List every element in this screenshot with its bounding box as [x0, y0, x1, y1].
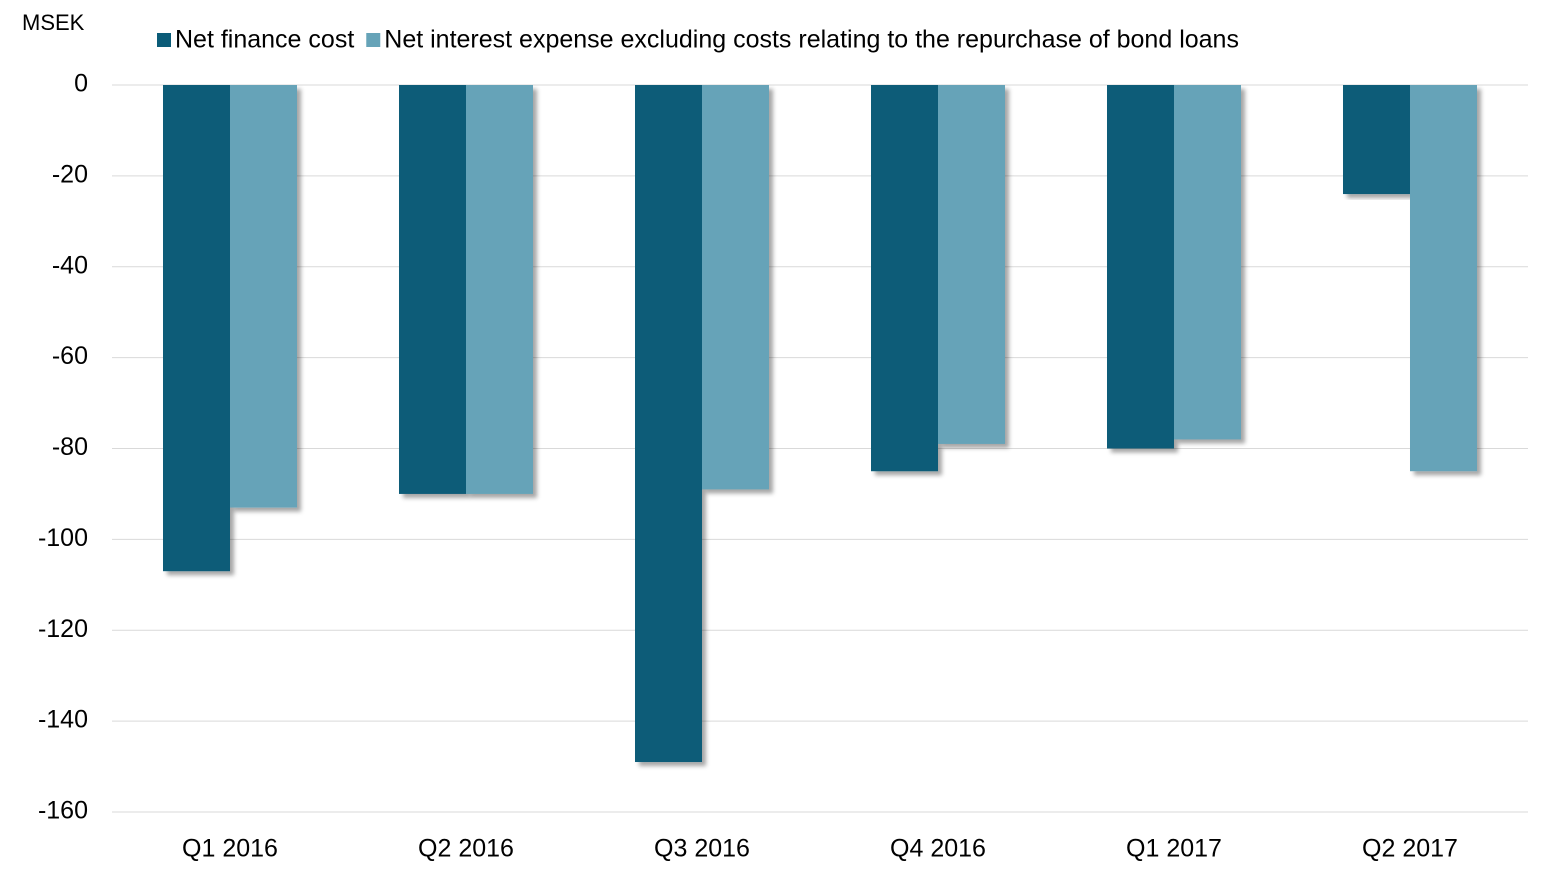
y-axis-label: MSEK — [22, 10, 85, 35]
bar — [938, 85, 1005, 444]
x-tick-label: Q1 2017 — [1126, 835, 1222, 863]
x-tick-label: Q1 2016 — [182, 835, 278, 863]
x-tick-label: Q2 2017 — [1362, 835, 1458, 863]
x-tick-label: Q4 2016 — [890, 835, 986, 863]
y-tick-label: -20 — [52, 160, 88, 188]
x-tick-label: Q3 2016 — [654, 835, 750, 863]
legend-label: Net interest expense excluding costs rel… — [384, 26, 1239, 54]
y-tick-label: -40 — [52, 251, 88, 279]
bar — [871, 85, 938, 472]
y-tick-label: -140 — [38, 706, 88, 734]
bar — [1410, 85, 1477, 472]
legend-swatch — [366, 33, 381, 47]
bar — [1107, 85, 1174, 449]
legend-swatch — [157, 33, 171, 47]
bar — [635, 85, 702, 763]
bar — [230, 85, 297, 508]
bar — [1343, 85, 1410, 195]
y-tick-label: -60 — [52, 342, 88, 370]
bar — [1174, 85, 1241, 440]
y-tick-label: -160 — [38, 797, 88, 825]
legend-label: Net finance cost — [175, 26, 354, 54]
y-tick-label: -80 — [52, 433, 88, 461]
x-tick-label: Q2 2016 — [418, 835, 514, 863]
y-tick-label: 0 — [74, 70, 88, 98]
bar — [702, 85, 769, 490]
bar — [399, 85, 466, 494]
bar — [466, 85, 533, 494]
y-tick-label: -120 — [38, 615, 88, 643]
y-tick-label: -100 — [38, 524, 88, 552]
bar — [163, 85, 230, 572]
